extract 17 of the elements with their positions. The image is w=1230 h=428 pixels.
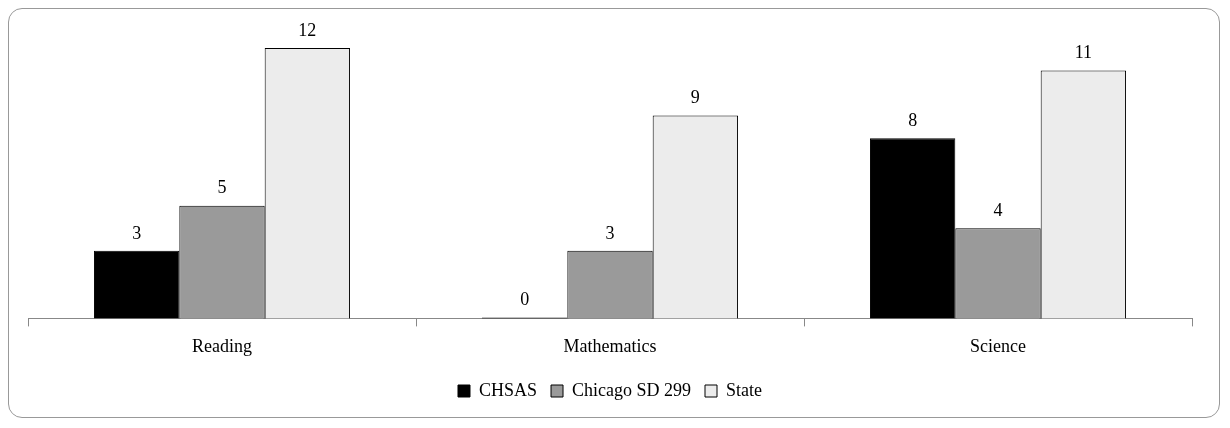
x-tick-label: Mathematics bbox=[563, 335, 657, 356]
x-tick-label: Reading bbox=[192, 335, 252, 356]
data-label: 11 bbox=[1074, 42, 1093, 63]
data-label: 0 bbox=[520, 289, 530, 310]
data-label: 5 bbox=[217, 177, 227, 198]
bar bbox=[93, 250, 180, 319]
data-label: 3 bbox=[605, 222, 615, 243]
legend-label: State bbox=[726, 379, 763, 400]
data-label: 8 bbox=[908, 109, 918, 130]
data-label: 4 bbox=[993, 200, 1003, 220]
data-label: 3 bbox=[132, 222, 142, 243]
data-label: 12 bbox=[298, 19, 317, 40]
data-label: 9 bbox=[690, 87, 700, 108]
bar bbox=[869, 138, 956, 319]
legend-label: Chicago SD 299 bbox=[572, 379, 692, 400]
x-tick-label: Science bbox=[970, 335, 1026, 356]
legend-label: CHSAS bbox=[478, 379, 538, 400]
